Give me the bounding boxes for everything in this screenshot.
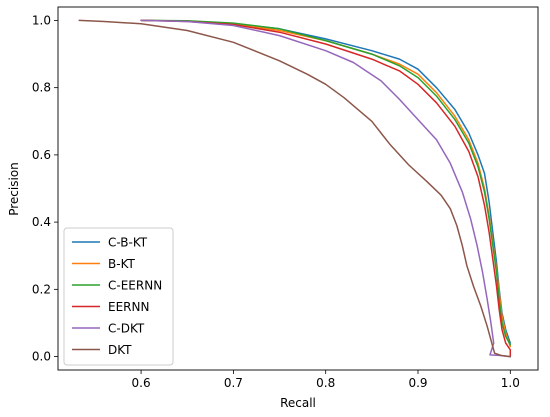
plot-frame: [57, 6, 539, 371]
plot-lines: [78, 19, 512, 358]
series-line-eernn: [140, 19, 512, 358]
y-axis: 0.0 0.2 0.4 0.6 0.8 1.0: [32, 13, 58, 364]
legend-label-c-eernn: C-EERNN: [108, 279, 162, 293]
series-line-c-dkt: [140, 19, 512, 358]
y-tick-label: 0.6: [32, 148, 51, 162]
series-line-c-eernn: [140, 19, 512, 346]
y-tick-label: 0.0: [32, 350, 51, 364]
x-axis-label: Recall: [280, 396, 316, 410]
legend-label-b-kt: B-KT: [108, 257, 136, 271]
x-tick-label: 0.7: [224, 376, 243, 390]
legend-box: [63, 227, 174, 366]
legend-label-c-dkt: C-DKT: [108, 322, 145, 336]
y-tick-label: 0.4: [32, 215, 51, 229]
y-tick-label: 0.2: [32, 282, 51, 296]
y-tick-label: 0.8: [32, 81, 51, 95]
legend-label-c-b-kt: C-B-KT: [108, 236, 148, 250]
series-line-dkt: [78, 19, 512, 358]
legend: C-B-KT B-KT C-EERNN EERNN C-DKT DKT: [63, 227, 174, 366]
legend-label-eernn: EERNN: [108, 300, 149, 314]
x-tick-label: 0.6: [132, 376, 151, 390]
x-tick-label: 0.9: [408, 376, 427, 390]
x-axis: 0.6 0.7 0.8 0.9 1.0: [132, 370, 520, 390]
x-tick-label: 1.0: [501, 376, 520, 390]
legend-label-dkt: DKT: [108, 343, 132, 357]
y-axis-label: Precision: [7, 162, 21, 216]
x-tick-label: 0.8: [316, 376, 335, 390]
y-tick-label: 1.0: [32, 13, 51, 27]
